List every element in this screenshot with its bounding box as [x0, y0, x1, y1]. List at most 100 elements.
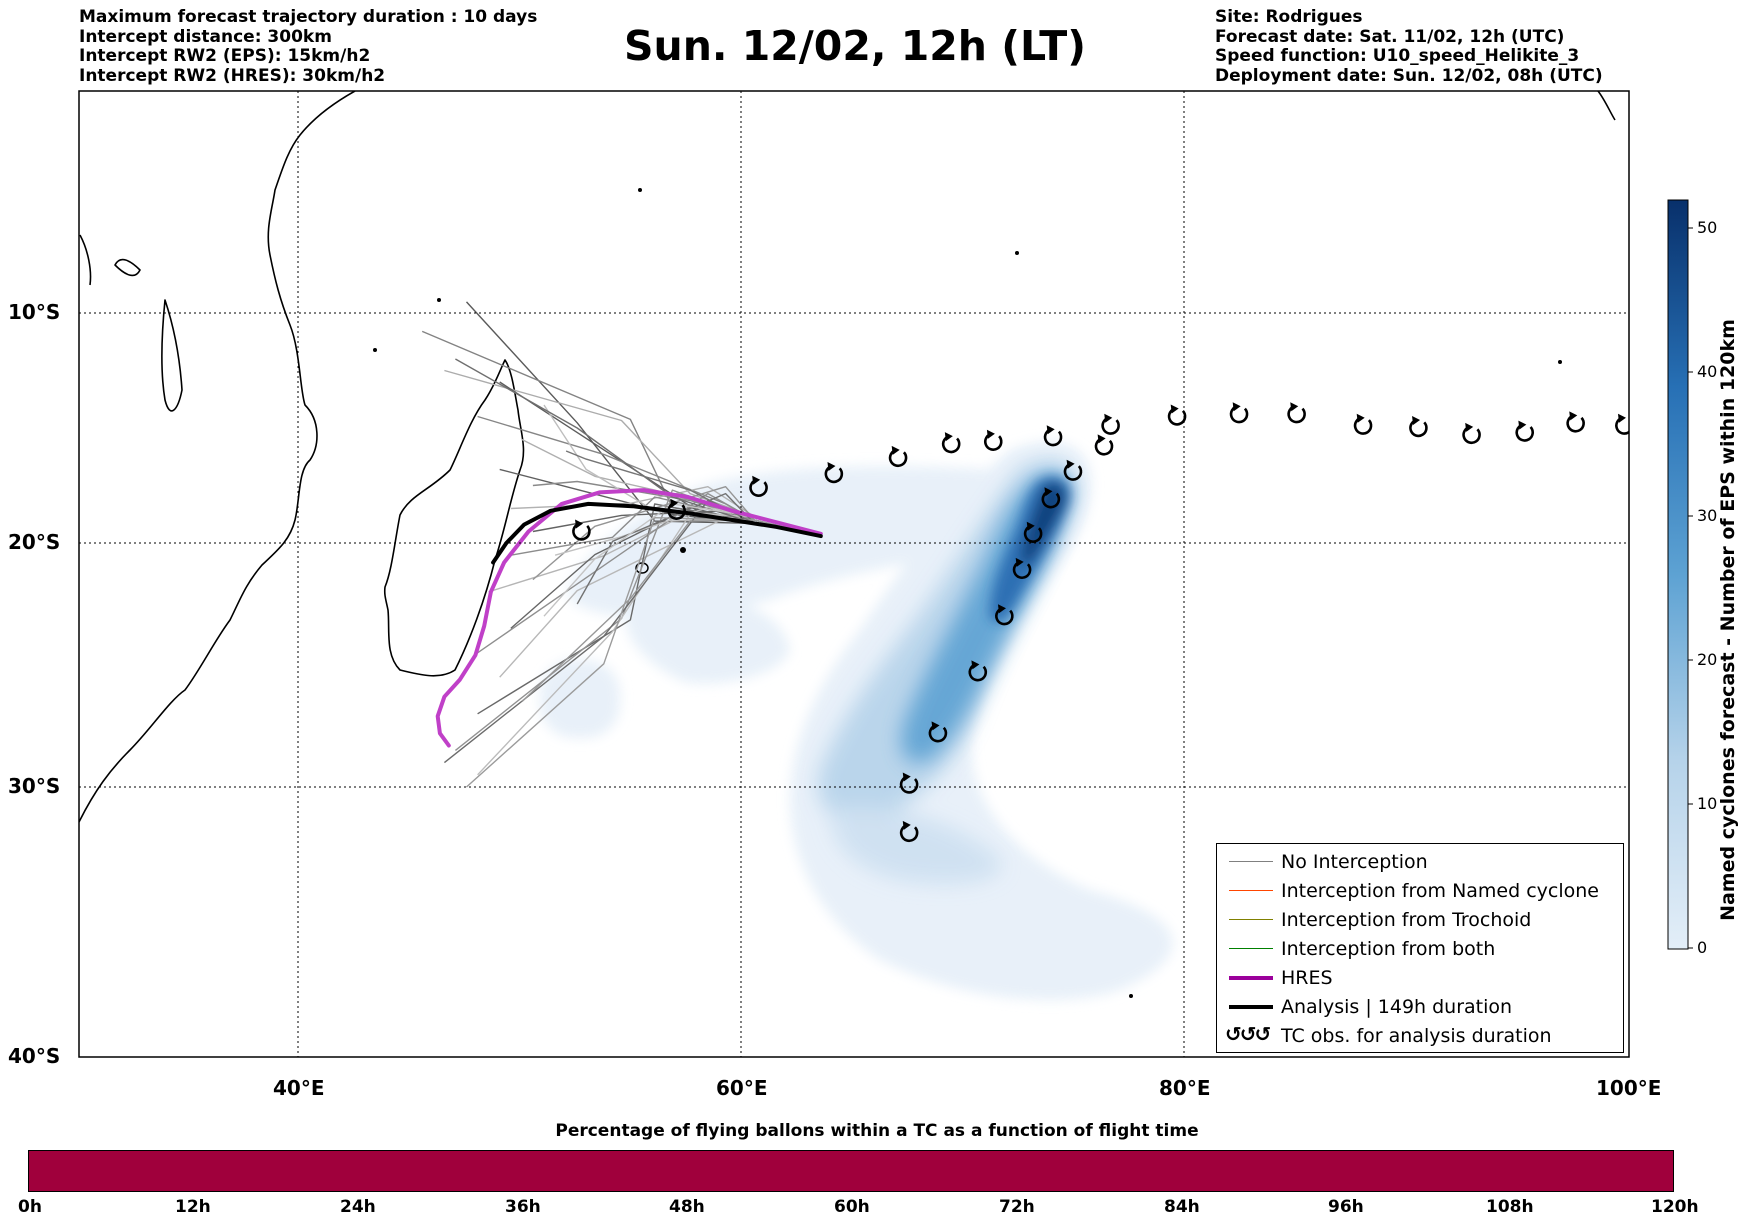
- legend-swatch: [1229, 890, 1273, 891]
- colorbar-tick-label: 50: [1697, 218, 1718, 237]
- legend-item: Analysis | 149h duration: [1217, 993, 1623, 1021]
- legend-item: HRES: [1217, 964, 1623, 992]
- legend-label: Interception from both: [1281, 938, 1496, 960]
- colorbar-tick-label: 0: [1697, 938, 1708, 957]
- lat-label: 30°S: [8, 774, 61, 798]
- tc-observation-marker: [1287, 402, 1306, 424]
- map-frame: [78, 90, 1630, 1058]
- map-area: [79, 91, 1629, 1000]
- coastlines: [79, 91, 1616, 823]
- tc-observation-marker: [1043, 425, 1063, 447]
- header-right-line: Site: Rodrigues: [1215, 7, 1363, 27]
- tc-observation-marker: [572, 519, 591, 541]
- page-title: Sun. 12/02, 12h (LT): [624, 22, 1086, 70]
- tc-observation-marker: [1023, 521, 1043, 543]
- bottom-bar-title: Percentage of flying ballons within a TC…: [555, 1121, 1199, 1141]
- legend-swatch: [1229, 919, 1273, 920]
- tc-observation-marker: [667, 498, 686, 520]
- map-legend: No Interception Interception from Named …: [1216, 843, 1624, 1053]
- tc-observation-marker: [995, 604, 1014, 626]
- tc-observations: [572, 402, 1629, 843]
- tc-observation-marker: [888, 445, 908, 468]
- tc-observation-marker: [1041, 487, 1061, 509]
- colorbar-ticks: [1688, 227, 1693, 949]
- colorbar-tick-label: 40: [1697, 362, 1718, 381]
- tc-observation-marker: [1566, 411, 1585, 433]
- colorbar-tick-label: 30: [1697, 506, 1718, 525]
- legend-item: ↺↺↺ TC obs. for analysis duration: [1217, 1022, 1623, 1050]
- lat-label: 20°S: [8, 530, 61, 554]
- colorbar-title: Named cyclones forecast - Number of EPS …: [1717, 319, 1739, 921]
- tc-observation-marker: [824, 462, 844, 484]
- flight-time-tick: 24h: [340, 1197, 376, 1217]
- header-left-line: Intercept RW2 (HRES): 30km/h2: [79, 65, 386, 86]
- legend-label: Interception from Trochoid: [1281, 909, 1532, 931]
- legend-item: No Interception: [1217, 848, 1623, 876]
- legend-label: No Interception: [1281, 851, 1428, 873]
- lon-label: 60°E: [716, 1076, 768, 1100]
- lon-label: 80°E: [1159, 1076, 1211, 1100]
- tc-observation-marker: [1012, 557, 1032, 580]
- tc-observation-marker: [1462, 422, 1481, 445]
- tc-observation-marker: [1094, 434, 1114, 456]
- header-right-line: Speed function: U10_speed_Helikite_3: [1215, 46, 1580, 66]
- legend-label: HRES: [1281, 967, 1333, 989]
- legend-swatch: [1229, 861, 1273, 862]
- tc-observation-marker: [928, 721, 948, 743]
- analysis-trajectory-line: [491, 501, 823, 565]
- header-left-line: Maximum forecast trajectory duration : 1…: [79, 7, 538, 27]
- tc-observation-marker: [899, 820, 919, 843]
- header-left-line: Intercept distance: 300km: [79, 26, 332, 47]
- flight-time-tick: 36h: [505, 1197, 541, 1217]
- flight-time-tick: 60h: [834, 1197, 870, 1217]
- small-islands: [373, 188, 1562, 998]
- flight-time-tick: 120h: [1651, 1197, 1699, 1217]
- tc-observation-marker: [899, 772, 919, 794]
- colorbar: [1667, 199, 1689, 950]
- flight-time-tick: 96h: [1328, 1197, 1364, 1217]
- legend-item: Interception from both: [1217, 935, 1623, 963]
- legend-label: TC obs. for analysis duration: [1281, 1025, 1552, 1047]
- tc-observation-marker: [749, 475, 768, 497]
- flight-time-bar: [28, 1150, 1674, 1192]
- tc-observation-marker: [968, 660, 988, 682]
- flight-time-tick: 84h: [1164, 1197, 1200, 1217]
- main-trajectories: [435, 488, 823, 748]
- flight-time-tick: 72h: [999, 1197, 1035, 1217]
- tc-observation-marker: [1063, 459, 1083, 481]
- hres-trajectory-line: [435, 488, 823, 748]
- gridlines: [79, 91, 1629, 1057]
- flight-time-tick: 48h: [669, 1197, 705, 1217]
- lat-label: 10°S: [8, 300, 61, 324]
- colorbar-tick-label: 10: [1697, 794, 1718, 813]
- flight-time-tick: 108h: [1486, 1197, 1534, 1217]
- flight-time-tick: 0h: [18, 1197, 42, 1217]
- flight-time-tick: 12h: [175, 1197, 211, 1217]
- tc-observation-marker: [1515, 420, 1534, 442]
- header-right-line: Deployment date: Sun. 12/02, 08h (UTC): [1215, 65, 1603, 86]
- eps-density-field: [540, 441, 1173, 1000]
- legend-item: Interception from Trochoid: [1217, 906, 1623, 934]
- tc-observation-marker: [1615, 413, 1629, 435]
- legend-swatch: [1229, 948, 1273, 949]
- legend-swatch: [1229, 1005, 1273, 1009]
- legend-label: Analysis | 149h duration: [1281, 996, 1513, 1018]
- lon-label: 40°E: [273, 1076, 325, 1100]
- lon-label: 100°E: [1596, 1076, 1662, 1100]
- tc-observation-marker: [1229, 402, 1249, 424]
- legend-item: Interception from Named cyclone: [1217, 877, 1623, 905]
- tc-observation-marker: [984, 429, 1003, 451]
- tc-observation-marker: [1353, 413, 1373, 435]
- legend-label: Interception from Named cyclone: [1281, 880, 1599, 902]
- header-left-line: Intercept RW2 (EPS): 15km/h2: [79, 46, 371, 66]
- colorbar-tick-label: 20: [1697, 650, 1718, 669]
- tc-observation-marker: [1101, 413, 1120, 435]
- tc-observation-marker: [1409, 416, 1428, 438]
- header-right-line: Forecast date: Sat. 11/02, 12h (UTC): [1215, 26, 1565, 47]
- tc-observation-marker: [941, 432, 961, 454]
- tc-observation-marker: [1167, 404, 1187, 426]
- lat-label: 40°S: [8, 1044, 61, 1068]
- header-left-info: Maximum forecast trajectory duration : 1…: [79, 7, 538, 86]
- tc-symbol-icon: ↺↺↺: [1225, 1022, 1271, 1046]
